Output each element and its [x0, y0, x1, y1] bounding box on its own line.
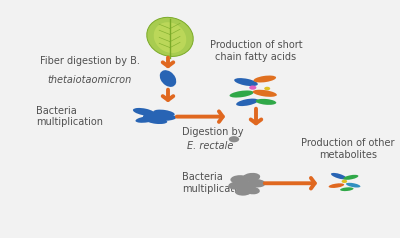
Text: Bacteria
multiplication: Bacteria multiplication [36, 106, 103, 127]
Ellipse shape [153, 110, 175, 116]
Ellipse shape [228, 182, 245, 190]
Ellipse shape [156, 115, 176, 121]
Ellipse shape [340, 187, 354, 191]
Text: Production of short
chain fatty acids: Production of short chain fatty acids [210, 40, 302, 62]
Ellipse shape [235, 188, 252, 196]
Ellipse shape [160, 70, 176, 87]
Ellipse shape [238, 181, 256, 190]
Text: E. rectale: E. rectale [187, 141, 233, 151]
Ellipse shape [147, 17, 193, 56]
Ellipse shape [244, 186, 260, 194]
Ellipse shape [343, 175, 358, 180]
Ellipse shape [331, 173, 347, 179]
Circle shape [342, 180, 347, 183]
Circle shape [249, 85, 256, 90]
Text: thetaiotaomicron: thetaiotaomicron [47, 75, 132, 85]
Circle shape [264, 87, 270, 90]
Ellipse shape [256, 99, 276, 105]
Ellipse shape [146, 118, 167, 124]
Ellipse shape [154, 22, 186, 53]
Text: Fiber digestion by B.: Fiber digestion by B. [40, 56, 140, 66]
Ellipse shape [234, 78, 258, 86]
Ellipse shape [133, 108, 155, 116]
Ellipse shape [253, 90, 277, 97]
Ellipse shape [329, 183, 344, 188]
Ellipse shape [143, 112, 165, 119]
Ellipse shape [346, 183, 360, 188]
Ellipse shape [242, 173, 260, 182]
Text: Production of other
metabolites: Production of other metabolites [301, 138, 395, 159]
Ellipse shape [254, 75, 276, 83]
Ellipse shape [230, 90, 254, 98]
Text: Bacteria
multiplication: Bacteria multiplication [182, 173, 249, 194]
Ellipse shape [236, 99, 258, 106]
Text: Digestion by: Digestion by [182, 127, 244, 137]
Circle shape [229, 136, 239, 142]
Ellipse shape [136, 116, 156, 123]
Ellipse shape [248, 179, 266, 188]
Ellipse shape [230, 175, 250, 184]
